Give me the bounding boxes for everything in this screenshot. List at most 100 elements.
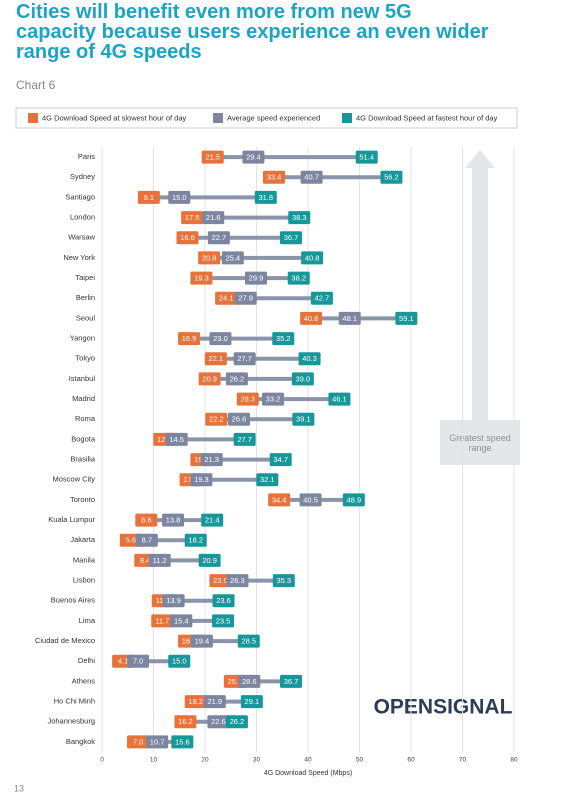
value-box <box>338 311 361 325</box>
x-tick-label: 70 <box>459 757 467 764</box>
value-box <box>212 614 235 628</box>
y-tick-label: Seoul <box>76 313 96 322</box>
chart-subtitle: Chart 6 <box>16 78 56 92</box>
value-label: 14.5 <box>169 435 184 444</box>
y-tick-label: Yangon <box>70 334 95 343</box>
value-label: 8.6 <box>141 516 151 525</box>
value-label: 36.7 <box>284 677 299 686</box>
value-box <box>203 695 226 709</box>
value-label: 39.1 <box>296 415 311 424</box>
value-label: 10.7 <box>150 737 165 746</box>
value-label: 27.7 <box>237 354 252 363</box>
legend-swatch <box>213 113 223 123</box>
value-box <box>171 735 194 749</box>
value-box <box>178 332 201 346</box>
value-label: 16.6 <box>180 233 195 242</box>
value-label: 21.5 <box>205 153 220 162</box>
value-box <box>342 493 365 507</box>
value-box <box>165 432 188 446</box>
value-label: 19.4 <box>195 637 210 646</box>
y-tick-label: Berlin <box>76 293 95 302</box>
value-box <box>225 715 248 729</box>
value-box <box>268 493 291 507</box>
y-tick-label: Santiago <box>65 192 95 201</box>
value-label: 21.9 <box>207 697 222 706</box>
value-box <box>244 271 267 285</box>
value-box <box>287 271 310 285</box>
value-label: 18.2 <box>188 536 203 545</box>
annotation: Greatest speed range <box>449 432 511 453</box>
value-box <box>237 634 260 648</box>
value-label: 4.1 <box>118 657 128 666</box>
value-label: 13.8 <box>166 516 181 525</box>
y-tick-label: Bogota <box>71 434 96 443</box>
legend-swatch <box>342 113 352 123</box>
value-label: 51.4 <box>359 153 374 162</box>
value-box <box>205 412 228 426</box>
value-label: 20.8 <box>202 253 217 262</box>
x-tick-label: 80 <box>510 757 518 764</box>
value-box <box>233 432 256 446</box>
value-box <box>236 392 259 406</box>
value-label: 40.6 <box>304 314 319 323</box>
value-box <box>151 614 174 628</box>
value-label: 15.6 <box>175 737 190 746</box>
value-label: 36.7 <box>284 233 299 242</box>
value-label: 23.0 <box>213 576 228 585</box>
value-label: 12.1 <box>157 435 172 444</box>
value-label: 22.2 <box>209 415 224 424</box>
value-label: 19.3 <box>194 274 209 283</box>
arrow <box>465 150 495 420</box>
legend-swatch <box>28 113 38 123</box>
value-label: 34.4 <box>272 495 287 504</box>
value-box <box>212 594 235 608</box>
value-box <box>190 271 213 285</box>
value-label: 5.6 <box>126 536 136 545</box>
y-tick-label: Moscow City <box>52 475 95 484</box>
y-tick-label: Johannesburg <box>47 717 95 726</box>
value-label: 11.2 <box>153 556 167 565</box>
value-label: 29.9 <box>249 274 264 283</box>
value-label: 13.9 <box>166 596 181 605</box>
value-box <box>380 170 403 184</box>
value-label: 33.2 <box>266 395 281 404</box>
value-box <box>135 533 158 547</box>
x-tick-label: 50 <box>356 757 364 764</box>
value-box <box>226 574 249 588</box>
x-tick-label: 10 <box>150 757 158 764</box>
value-label: 21.6 <box>206 213 221 222</box>
value-label: 24.1 <box>219 294 234 303</box>
value-label: 15.0 <box>172 193 187 202</box>
value-label: 8.7 <box>142 536 152 545</box>
value-box <box>240 695 263 709</box>
value-label: 22.6 <box>211 717 226 726</box>
value-box <box>127 654 150 668</box>
value-box <box>292 412 315 426</box>
page-number: 13 <box>14 783 24 793</box>
value-box <box>198 251 221 265</box>
value-label: 29.1 <box>245 697 260 706</box>
value-label: 59.1 <box>399 314 414 323</box>
value-box <box>395 311 418 325</box>
value-box <box>298 352 321 366</box>
value-label: 17.5 <box>185 213 200 222</box>
value-box <box>328 392 351 406</box>
value-label: 40.5 <box>303 495 318 504</box>
value-box <box>300 170 323 184</box>
value-box <box>355 150 378 164</box>
value-label: 9.1 <box>144 193 154 202</box>
value-box <box>263 170 286 184</box>
value-box <box>174 715 197 729</box>
y-tick-label: Kuala Lumpur <box>48 515 95 524</box>
y-tick-label: Lima <box>79 616 96 625</box>
value-label: 34.7 <box>273 455 288 464</box>
value-box <box>204 352 227 366</box>
x-tick-label: 30 <box>253 757 261 764</box>
value-box <box>299 493 322 507</box>
value-box <box>170 614 193 628</box>
value-label: 26.2 <box>230 717 245 726</box>
y-tick-label: Sydney <box>70 172 95 181</box>
value-label: 42.7 <box>315 294 330 303</box>
value-box <box>127 735 150 749</box>
